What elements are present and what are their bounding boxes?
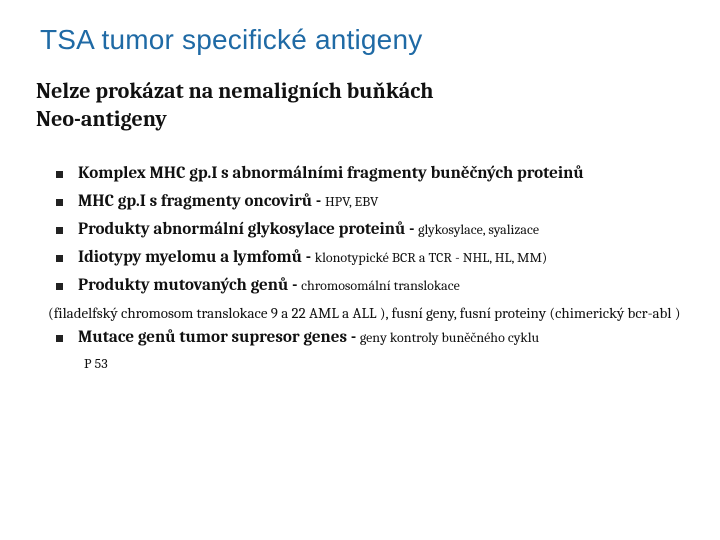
bullet-plain: glykosylace, syalizace [418, 221, 539, 238]
slide-title: TSA tumor specifické antigeny [36, 24, 684, 56]
bullet-bold: Idiotypy myelomu a lymfomů - [78, 248, 315, 267]
list-item: Idiotypy myelomu a lymfomů - klonotypick… [56, 247, 684, 270]
list-item: Mutace genů tumor supresor genes - geny … [56, 327, 684, 350]
bullet-bold: MHC gp.I s fragmenty oncovirů - [78, 192, 325, 211]
bullet-plain: HPV, EBV [325, 193, 378, 210]
list-item: Produkty mutovaných genů - chromosomální… [56, 275, 684, 298]
bullet-bold: Produkty abnormální glykosylace proteinů… [78, 220, 418, 239]
bullet-plain: geny kontroly buněčného cyklu [360, 329, 539, 346]
bullet-bold: Produkty mutovaných genů - [78, 276, 301, 295]
sub-text: P 53 [36, 355, 684, 372]
bullet-bold: Mutace genů tumor supresor genes - [78, 328, 360, 347]
bullet-plain: klonotypické BCR a TCR - NHL, HL, MM) [315, 249, 548, 266]
slide-container: TSA tumor specifické antigeny Nelze prok… [0, 0, 720, 540]
bullet-list: Komplex MHC gp.I s abnormálními fragment… [36, 163, 684, 298]
bullet-list-2: Mutace genů tumor supresor genes - geny … [36, 327, 684, 350]
list-item: Produkty abnormální glykosylace proteinů… [56, 219, 684, 242]
subtitle-line2: Neo-antigeny [36, 106, 167, 132]
note-text: (filadelfský chromosom translokace 9 a 2… [36, 303, 684, 323]
list-item: Komplex MHC gp.I s abnormálními fragment… [56, 163, 684, 186]
bullet-plain: chromosomální translokace [301, 277, 460, 294]
list-item: MHC gp.I s fragmenty oncovirů - HPV, EBV [56, 191, 684, 214]
bullet-bold: Komplex MHC gp.I s abnormálními fragment… [78, 164, 584, 183]
subtitle-line1: Nelze prokázat na nemaligních buňkách [36, 78, 433, 104]
slide-subtitle: Nelze prokázat na nemaligních buňkách Ne… [36, 78, 684, 133]
